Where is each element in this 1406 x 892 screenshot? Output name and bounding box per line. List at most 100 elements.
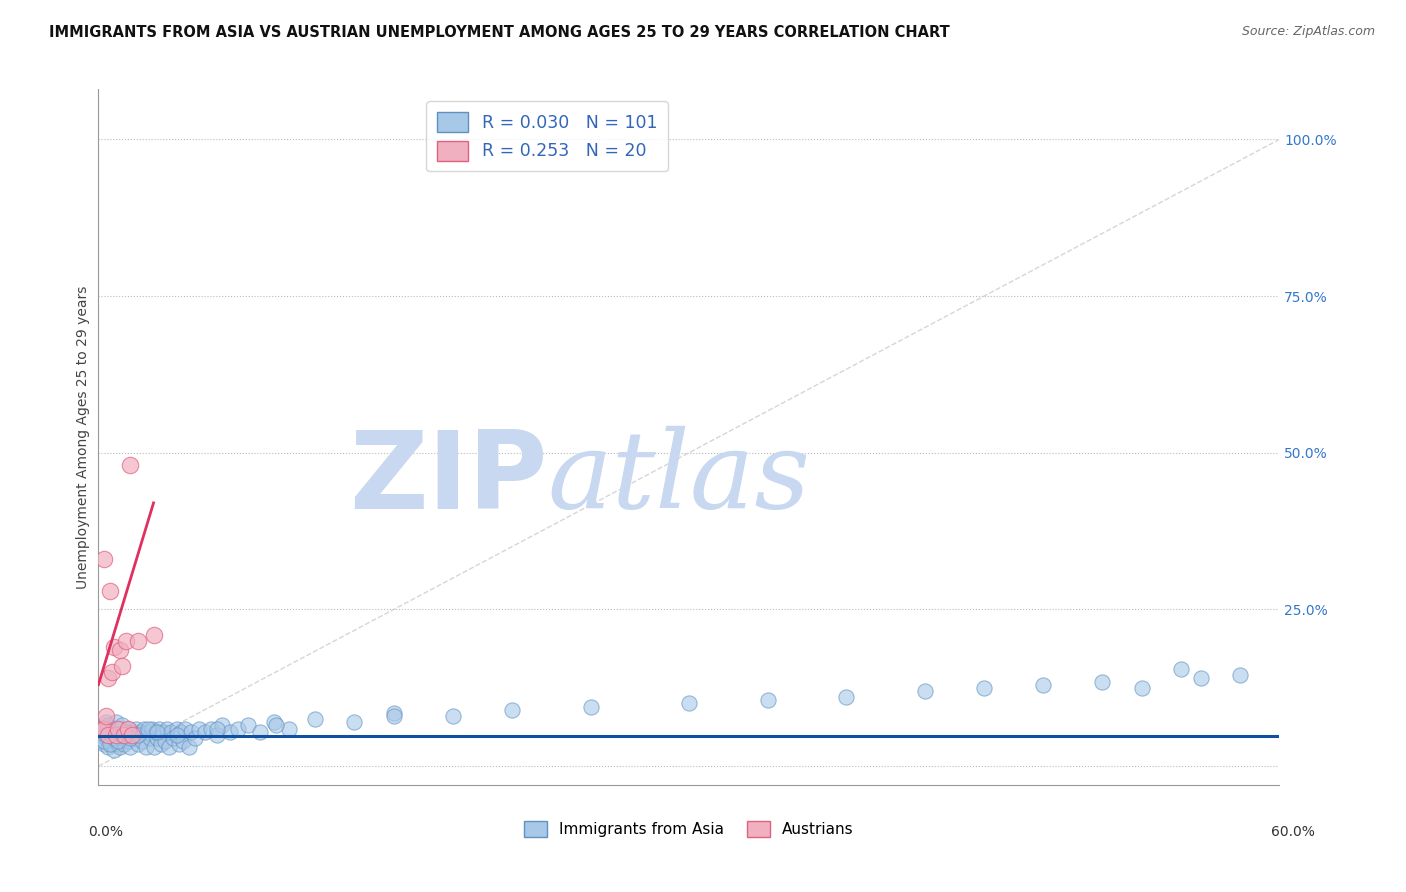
- Point: [125, 722, 148, 736]
- Point: [135, 740, 157, 755]
- Point: [115, 724, 138, 739]
- Point: [166, 728, 188, 742]
- Point: [441, 709, 464, 723]
- Point: [108, 728, 131, 742]
- Point: [96, 715, 118, 730]
- Y-axis label: Unemployment Among Ages 25 to 29 years: Unemployment Among Ages 25 to 29 years: [76, 285, 90, 589]
- Point: [146, 731, 169, 745]
- Point: [174, 722, 197, 736]
- Point: [756, 693, 779, 707]
- Point: [121, 724, 143, 739]
- Point: [1189, 672, 1212, 686]
- Text: ZIP: ZIP: [349, 425, 547, 532]
- Point: [127, 633, 149, 648]
- Point: [121, 728, 143, 742]
- Point: [105, 734, 128, 748]
- Point: [103, 640, 125, 654]
- Point: [180, 724, 202, 739]
- Point: [117, 734, 139, 748]
- Point: [226, 722, 249, 736]
- Point: [115, 633, 138, 648]
- Point: [142, 627, 165, 641]
- Point: [103, 743, 125, 757]
- Text: Source: ZipAtlas.com: Source: ZipAtlas.com: [1241, 25, 1375, 38]
- Point: [91, 722, 114, 736]
- Point: [205, 722, 228, 736]
- Point: [264, 718, 287, 732]
- Point: [157, 740, 180, 755]
- Point: [382, 709, 405, 723]
- Point: [678, 697, 700, 711]
- Point: [112, 728, 135, 742]
- Point: [152, 724, 174, 739]
- Point: [101, 665, 124, 680]
- Point: [96, 728, 118, 742]
- Point: [128, 724, 150, 739]
- Point: [211, 718, 233, 732]
- Point: [579, 699, 602, 714]
- Point: [93, 552, 115, 566]
- Point: [236, 718, 259, 732]
- Point: [111, 718, 134, 732]
- Point: [166, 722, 188, 736]
- Point: [150, 737, 173, 751]
- Point: [105, 715, 128, 730]
- Point: [93, 734, 115, 748]
- Point: [1091, 674, 1114, 689]
- Point: [107, 722, 129, 736]
- Point: [108, 643, 131, 657]
- Point: [155, 734, 177, 748]
- Text: IMMIGRANTS FROM ASIA VS AUSTRIAN UNEMPLOYMENT AMONG AGES 25 TO 29 YEARS CORRELAT: IMMIGRANTS FROM ASIA VS AUSTRIAN UNEMPLO…: [49, 25, 950, 40]
- Point: [122, 731, 145, 745]
- Point: [172, 734, 194, 748]
- Point: [278, 722, 301, 736]
- Point: [96, 731, 118, 745]
- Point: [205, 728, 228, 742]
- Point: [103, 731, 125, 745]
- Point: [101, 722, 124, 736]
- Point: [101, 737, 124, 751]
- Point: [127, 737, 149, 751]
- Point: [501, 703, 523, 717]
- Point: [1032, 678, 1054, 692]
- Point: [97, 740, 120, 755]
- Point: [167, 737, 190, 751]
- Point: [170, 724, 193, 739]
- Point: [107, 737, 129, 751]
- Point: [177, 740, 200, 755]
- Point: [148, 722, 170, 736]
- Point: [115, 724, 138, 739]
- Point: [1229, 668, 1251, 682]
- Point: [118, 740, 141, 755]
- Point: [97, 728, 120, 742]
- Point: [132, 722, 155, 736]
- Point: [91, 722, 114, 736]
- Point: [160, 724, 183, 739]
- Point: [117, 722, 139, 736]
- Point: [382, 706, 405, 720]
- Point: [145, 724, 167, 739]
- Point: [136, 724, 159, 739]
- Point: [138, 731, 160, 745]
- Point: [146, 724, 169, 739]
- Point: [141, 722, 163, 736]
- Point: [1170, 662, 1192, 676]
- Point: [96, 709, 118, 723]
- Point: [304, 712, 326, 726]
- Point: [187, 722, 209, 736]
- Point: [263, 715, 285, 730]
- Point: [194, 724, 217, 739]
- Point: [93, 724, 115, 739]
- Point: [136, 722, 159, 736]
- Point: [107, 722, 129, 736]
- Point: [162, 731, 184, 745]
- Point: [156, 722, 179, 736]
- Point: [219, 724, 242, 739]
- Point: [249, 724, 271, 739]
- Point: [103, 728, 125, 742]
- Point: [142, 740, 165, 755]
- Point: [184, 731, 207, 745]
- Point: [93, 737, 115, 751]
- Point: [105, 728, 128, 742]
- Text: atlas: atlas: [547, 426, 810, 532]
